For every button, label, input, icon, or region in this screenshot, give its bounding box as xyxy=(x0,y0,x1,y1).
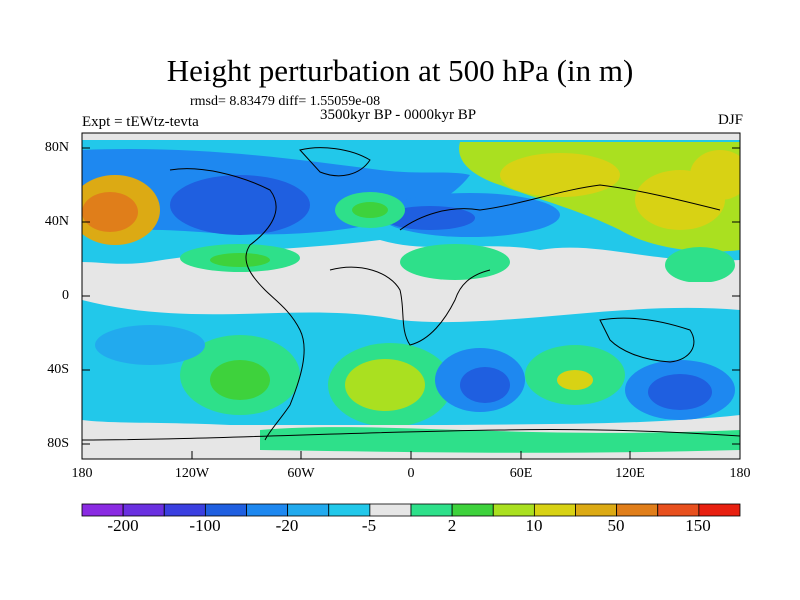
colorbar-swatch xyxy=(328,503,371,517)
axis-ticks xyxy=(81,147,741,459)
colorbar-label: 2 xyxy=(447,516,457,535)
lat-tick-40s: 40S xyxy=(47,362,69,377)
lon-tick-0: 0 xyxy=(407,466,415,481)
lat-tick-40n: 40N xyxy=(44,214,69,229)
lon-tick-120e: 120E xyxy=(615,466,645,481)
map-title: Height perturbation at 500 hPa (in m) xyxy=(166,53,634,88)
colorbar-swatch xyxy=(163,503,206,517)
lon-tick-60w: 60W xyxy=(287,466,315,481)
colorbar-swatch xyxy=(287,503,330,517)
colorbar-swatch xyxy=(492,503,535,517)
lon-tick-60e: 60E xyxy=(509,466,533,481)
colorbar-swatch xyxy=(122,503,165,517)
colorbar-swatch xyxy=(533,503,576,517)
lon-tick-180e: 180 xyxy=(729,466,751,481)
lon-tick-180w: 180 xyxy=(71,466,93,481)
contour-field xyxy=(82,133,740,459)
colorbar-swatch xyxy=(81,503,124,517)
colorbar-swatch xyxy=(246,503,289,517)
colorbar-label: -20 xyxy=(275,516,299,535)
colorbar-label: -200 xyxy=(107,516,139,535)
colorbar-label: 10 xyxy=(525,516,543,535)
colorbar-swatch xyxy=(698,503,741,517)
colorbar-swatch xyxy=(451,503,494,517)
lat-tick-0: 0 xyxy=(62,288,69,303)
colorbar xyxy=(81,503,741,517)
season-label: DJF xyxy=(717,112,743,128)
colorbar-label: -5 xyxy=(361,516,377,535)
lat-tick-80n: 80N xyxy=(44,140,69,155)
colorbar-label: 150 xyxy=(685,516,711,535)
colorbar-swatch xyxy=(616,503,659,517)
experiment-label: Expt = tEWtz-tevta xyxy=(82,114,199,130)
colorbar-label: 50 xyxy=(607,516,625,535)
colorbar-swatch xyxy=(369,503,412,517)
colorbar-label: -100 xyxy=(189,516,221,535)
colorbar-swatch xyxy=(410,503,453,517)
colorbar-swatch xyxy=(657,503,700,517)
lat-tick-80s: 80S xyxy=(47,436,69,451)
colorbar-swatch xyxy=(575,503,618,517)
period-label: 3500kyr BP - 0000kyr BP xyxy=(320,107,477,123)
coastlines xyxy=(82,147,740,441)
rmsd-stats: rmsd= 8.83479 diff= 1.55059e-08 xyxy=(190,94,381,109)
colorbar-swatch xyxy=(204,503,247,517)
lon-tick-120w: 120W xyxy=(174,466,210,481)
